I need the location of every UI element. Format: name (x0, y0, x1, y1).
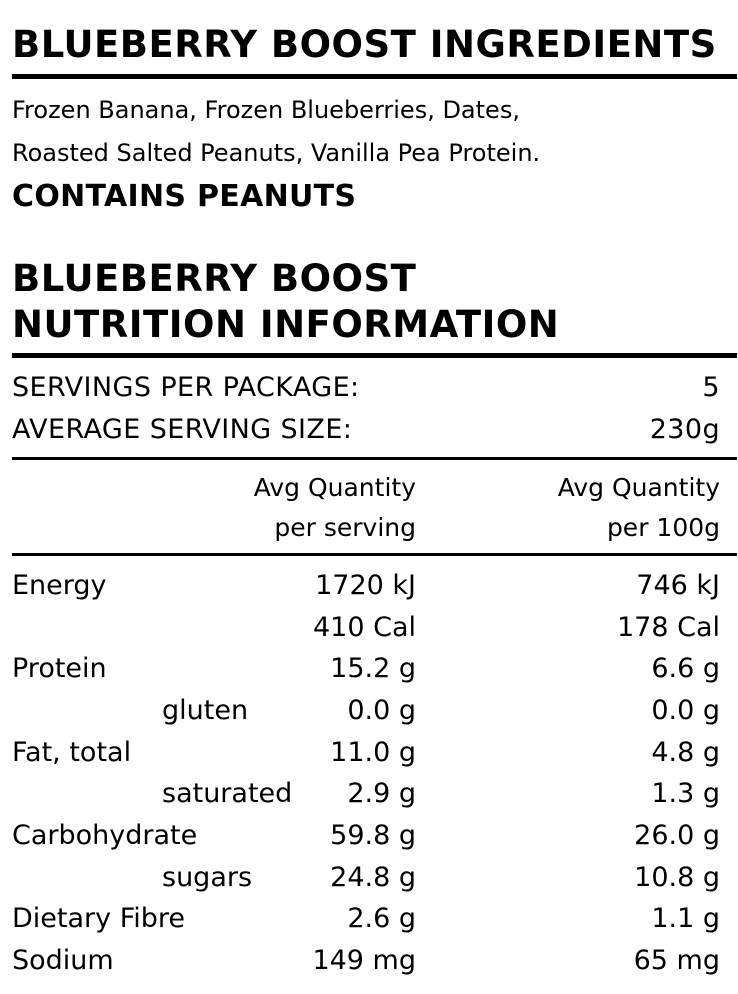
row-label: Dietary Fibre (12, 903, 186, 934)
row-per100-value: 178 Cal (616, 612, 720, 643)
servings-value: 5 (702, 372, 720, 403)
ingredients-line-2: Roasted Salted Peanuts, Vanilla Pea Prot… (12, 139, 541, 167)
header-rule (12, 553, 737, 556)
row-sublabel: gluten (162, 695, 249, 726)
col-serving-header-2: per serving (274, 513, 416, 542)
servings-rule (12, 457, 737, 460)
col-100g-header-2: per 100g (606, 513, 720, 542)
row-label: Sodium (12, 945, 114, 976)
row-per100-value: 746 kJ (636, 570, 720, 601)
nutrition-title-line-1: BLUEBERRY BOOST (12, 257, 417, 300)
row-serving-value: 11.0 g (330, 737, 416, 768)
row-per100-value: 4.8 g (651, 737, 720, 768)
ingredients-title-rule (12, 74, 737, 79)
servings-label: SERVINGS PER PACKAGE: (12, 372, 360, 403)
ingredients-line-1: Frozen Banana, Frozen Blueberries, Dates… (12, 96, 520, 124)
row-serving-value: 15.2 g (330, 653, 416, 684)
row-serving-value: 410 Cal (312, 612, 416, 643)
row-serving-value: 2.9 g (347, 778, 416, 809)
ingredients-title: BLUEBERRY BOOST INGREDIENTS (12, 23, 717, 66)
row-serving-value: 149 mg (312, 945, 416, 976)
col-100g-header-1: Avg Quantity (557, 473, 720, 502)
row-serving-value: 59.8 g (330, 820, 416, 851)
row-serving-value: 24.8 g (330, 862, 416, 893)
row-sublabel: saturated (162, 778, 293, 809)
row-sublabel: sugars (162, 862, 253, 893)
row-label: Energy (12, 570, 107, 601)
serving-size-value: 230g (649, 414, 720, 445)
serving-size-label: AVERAGE SERVING SIZE: (12, 414, 353, 445)
nutrition-title-line-2: NUTRITION INFORMATION (12, 303, 560, 346)
row-per100-value: 1.3 g (651, 778, 720, 809)
row-serving-value: 0.0 g (347, 695, 416, 726)
row-per100-value: 0.0 g (651, 695, 720, 726)
row-per100-value: 26.0 g (634, 820, 720, 851)
row-per100-value: 1.1 g (651, 903, 720, 934)
row-serving-value: 1720 kJ (315, 570, 416, 601)
row-per100-value: 6.6 g (651, 653, 720, 684)
nutrition-title-rule (12, 353, 737, 358)
row-label: Carbohydrate (12, 820, 198, 851)
row-serving-value: 2.6 g (347, 903, 416, 934)
row-per100-value: 65 mg (633, 945, 720, 976)
row-label: Protein (12, 653, 107, 684)
allergen-statement: CONTAINS PEANUTS (12, 179, 357, 214)
row-label: Fat, total (12, 737, 132, 768)
col-serving-header-1: Avg Quantity (253, 473, 416, 502)
row-per100-value: 10.8 g (634, 862, 720, 893)
